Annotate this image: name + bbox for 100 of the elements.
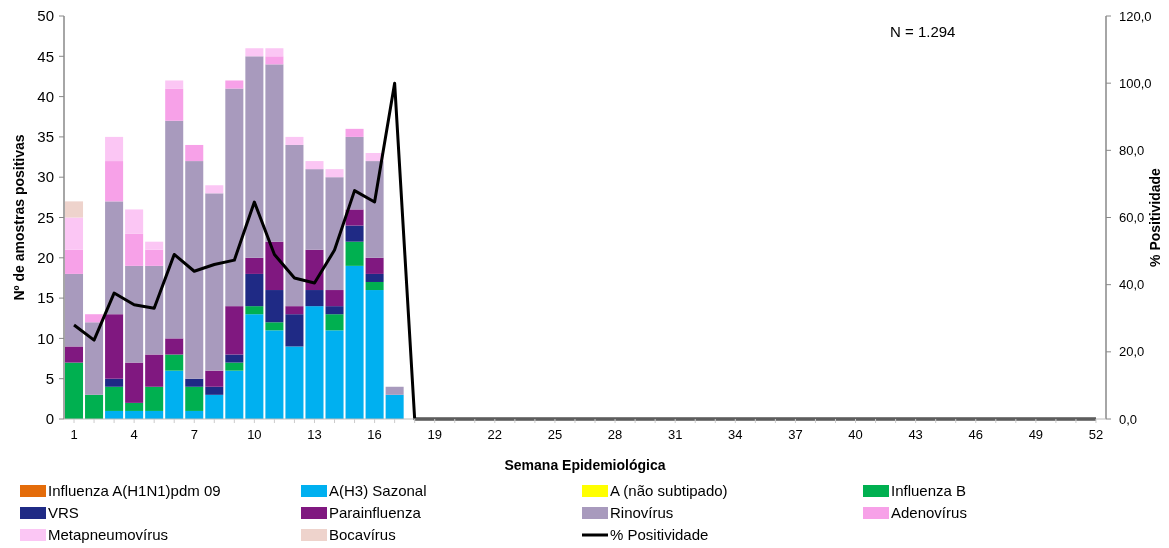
bar <box>165 80 184 89</box>
bar <box>225 88 244 307</box>
bar <box>365 161 384 258</box>
bar <box>185 144 204 162</box>
y-tick-label: 35 <box>37 128 54 146</box>
bar <box>325 330 344 419</box>
legend-label: Parainfluenza <box>329 504 422 522</box>
bar <box>125 233 144 266</box>
bar <box>285 346 304 419</box>
bar <box>125 362 144 403</box>
bar <box>265 56 284 65</box>
bar <box>265 48 284 57</box>
bar <box>165 338 184 355</box>
bar <box>265 241 284 291</box>
x-tick-label: 43 <box>908 427 923 442</box>
bar <box>145 354 164 387</box>
x-tick-label: 37 <box>788 427 803 442</box>
bar <box>165 370 184 419</box>
x-tick-label: 52 <box>1088 427 1104 442</box>
y2-tick-label: 20,0 <box>1119 344 1145 360</box>
x-tick-label: 25 <box>547 427 563 442</box>
bar <box>325 306 344 315</box>
bar <box>325 290 344 307</box>
bar <box>345 209 364 226</box>
legend-label: Metapneumovírus <box>48 526 169 544</box>
x-tick-label: 40 <box>848 427 863 442</box>
y-tick-label: 5 <box>45 369 54 387</box>
bar <box>265 64 284 242</box>
bar <box>125 209 144 234</box>
bar <box>245 48 264 57</box>
bar <box>105 314 124 379</box>
legend-label: A(H3) Sazonal <box>329 482 427 500</box>
bar <box>345 265 364 419</box>
x-axis-title: Semana Epidemiológica <box>504 457 666 473</box>
bar <box>65 249 84 274</box>
bar <box>125 265 144 363</box>
bar <box>165 88 184 121</box>
y2-tick-label: 60,0 <box>1119 210 1145 226</box>
x-tick-label: 46 <box>968 427 983 442</box>
bar <box>205 370 224 387</box>
bar <box>325 177 344 291</box>
bar <box>305 169 324 250</box>
bar <box>145 265 164 355</box>
bar <box>65 346 84 363</box>
annotation: N = 1.294 <box>890 23 956 40</box>
bar <box>85 394 104 419</box>
bar <box>185 161 204 379</box>
bar <box>105 201 124 315</box>
bar <box>65 201 84 218</box>
bar <box>165 120 184 339</box>
bar <box>305 290 324 307</box>
bar <box>85 314 104 323</box>
y2-tick-label: 100,0 <box>1119 75 1152 91</box>
bar <box>225 80 244 89</box>
bar <box>225 306 244 355</box>
bar <box>365 273 384 282</box>
bar <box>345 241 364 266</box>
bar <box>345 225 364 242</box>
x-tick-label: 34 <box>728 427 743 442</box>
legend-label: A (não subtipado) <box>610 482 728 500</box>
bar <box>225 362 244 371</box>
x-tick-label: 1 <box>70 427 78 442</box>
x-tick-label: 19 <box>427 427 442 442</box>
legend-label: % Positividade <box>610 526 709 544</box>
bar <box>145 386 164 411</box>
legend-label: Influenza B <box>891 482 967 500</box>
bar <box>365 290 384 419</box>
bar <box>265 322 284 331</box>
bar <box>205 185 224 194</box>
bar <box>365 257 384 274</box>
y-tick-label: 30 <box>37 168 54 186</box>
bar <box>385 394 404 419</box>
bar <box>245 273 264 307</box>
bar <box>245 314 264 419</box>
x-tick-label: 22 <box>487 427 503 442</box>
bar <box>105 378 124 387</box>
bar <box>185 378 204 387</box>
bar <box>365 281 384 291</box>
x-tick-label: 16 <box>367 427 382 442</box>
bar <box>145 241 164 250</box>
bar <box>305 161 324 170</box>
bar <box>345 136 364 210</box>
bar <box>145 249 164 266</box>
bar <box>205 394 224 419</box>
bar <box>245 56 264 258</box>
bar <box>285 136 304 145</box>
bar <box>105 136 124 162</box>
bar <box>285 144 304 307</box>
bar <box>65 362 84 419</box>
bar <box>105 386 124 411</box>
legend-label: VRS <box>48 504 79 522</box>
y-tick-label: 25 <box>37 208 54 226</box>
bar <box>385 386 404 395</box>
bar <box>325 169 344 178</box>
legend-label: Bocavírus <box>329 526 396 544</box>
y2-axis-title: % Positividade <box>1147 167 1163 267</box>
y2-tick-label: 80,0 <box>1119 142 1145 158</box>
bar <box>125 402 144 411</box>
y-tick-label: 45 <box>37 47 54 65</box>
bar <box>105 161 124 202</box>
